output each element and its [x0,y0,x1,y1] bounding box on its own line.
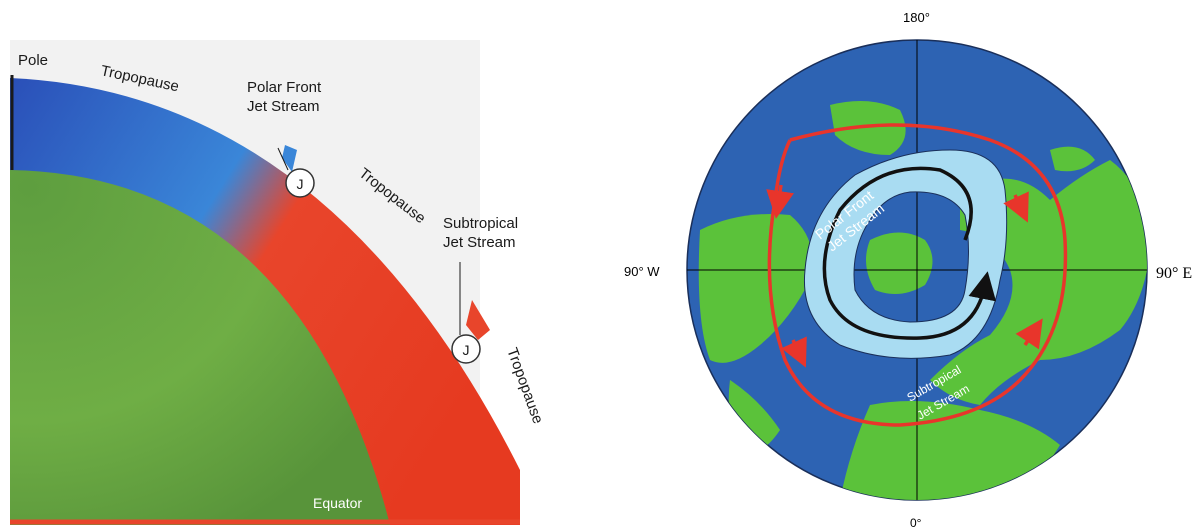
polar-jet-label-line1: Polar Front [247,79,322,96]
earth-surface [10,170,390,525]
equator-label: Equator [313,495,362,511]
subtropical-jet-arrow-right [1003,191,1029,223]
land-north-america [698,214,813,363]
land-arctic-island [1050,146,1095,172]
subtropical-jet-label-line2: Jet Stream [443,234,516,251]
atmosphere-cross-section: J J Pole Tropopause Polar Front Jet Stre… [10,40,546,525]
polar-jet-arrow [822,166,997,340]
svg-text:J: J [297,176,304,192]
subtropical-jet-arrow-left [766,184,794,219]
label-0: 0° [910,516,922,530]
label-90w: 90° W [624,264,660,279]
polar-projection-map: 180° 0° 90° W 90° E Polar Front Jet Stre… [624,10,1192,530]
land-greenland [830,101,906,155]
polar-jet-band [803,149,1008,359]
pole-label: Pole [18,52,48,69]
subtropical-jet-arrow-lower-left [781,336,807,368]
svg-text:J: J [463,342,470,358]
polar-jet-marker: J [285,168,315,198]
polar-jet-label-line2: Jet Stream [247,98,320,115]
label-180: 180° [903,10,930,25]
tropopause-step-subtropical [466,300,490,340]
tropopause-step-polar [282,145,297,172]
subtropical-jet-marker: J [451,334,481,364]
tropopause-label-lower: Tropopause [503,346,546,427]
label-90e: 90° E [1156,265,1192,282]
polar-jet-leader [277,147,289,171]
land-arctic-center [866,232,933,294]
subtropical-jet-arrow-lower-right [1015,318,1043,350]
subtropical-jet-label-line1: Subtropical [443,215,518,232]
subtropical-jet-loop [767,123,1068,427]
